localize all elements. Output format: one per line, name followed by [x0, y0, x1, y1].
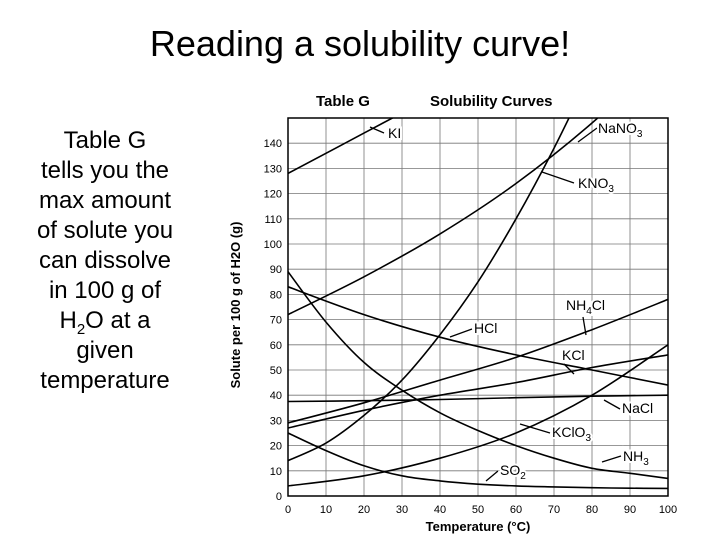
body-line: max amount: [38, 187, 172, 214]
body-line: tells you the: [40, 157, 170, 184]
body-line: can dissolve: [38, 247, 172, 274]
curve-label-ki: KI: [388, 125, 401, 141]
curve-label-nano3: NaNO3: [598, 120, 643, 140]
leader-line-nh4cl: [582, 316, 587, 336]
body-line: in 100 g of: [48, 277, 162, 304]
series-lines: [288, 118, 668, 490]
curve-label-nh3: NH3: [623, 448, 649, 468]
series-line-nacl: [288, 394, 668, 403]
y-tick-label: 130: [264, 163, 282, 175]
series-line-nano3: [288, 118, 599, 316]
curve-label-so2: SO2: [500, 462, 526, 482]
leader-line-hcl: [449, 328, 473, 338]
series-line-nh4cl: [288, 298, 668, 424]
series-line-kno3: [288, 118, 570, 462]
slide-body-text: Table G tells you the max amount of solu…: [14, 126, 196, 396]
x-tick-label: 50: [472, 504, 484, 516]
y-tick-label: 20: [270, 441, 282, 453]
curve-labels: KI NaNO3 KNO3 NH4Cl HCl KCl NaCl KClO3 NH3 SO2: [369, 118, 655, 484]
y-tick-label: 40: [270, 390, 282, 402]
y-tick-label: 140: [264, 138, 282, 150]
y-tick-label: 60: [270, 340, 282, 352]
x-tick-label: 20: [358, 504, 370, 516]
series-line-hcl: [288, 286, 668, 386]
y-tick-label: 120: [264, 189, 282, 201]
y-tick-label: 100: [264, 239, 282, 251]
leader-line-nano3: [577, 127, 598, 143]
body-line: temperature: [40, 367, 170, 394]
x-tick-label: 100: [659, 504, 677, 516]
body-line: of solute you: [36, 217, 174, 244]
series-line-ki: [288, 118, 395, 175]
leader-line-so2: [485, 470, 499, 482]
x-tick-label: 60: [510, 504, 522, 516]
leader-line-nacl: [603, 399, 621, 410]
curve-label-nacl: NaCl: [622, 400, 653, 416]
series-line-nh3: [288, 271, 668, 480]
y-tick-label: 10: [270, 466, 282, 478]
body-line: Table G: [63, 127, 147, 154]
body-line: given: [76, 337, 134, 364]
h2o-sub: 2: [76, 320, 86, 338]
chart-title-main: Solubility Curves: [430, 93, 553, 110]
x-tick-label: 10: [320, 504, 332, 516]
x-tick-label: 90: [624, 504, 636, 516]
slide-title: Reading a solubility curve!: [149, 23, 571, 64]
y-tick-label: 0: [276, 491, 282, 503]
x-axis-label: Temperature (°C): [426, 519, 531, 534]
x-tick-label: 30: [396, 504, 408, 516]
x-tick-label: 0: [285, 504, 291, 516]
series-line-so2: [288, 432, 668, 490]
x-tick-label: 70: [548, 504, 560, 516]
series-line-kclo3: [288, 344, 668, 487]
leader-line-kno3: [541, 171, 575, 184]
leader-line-nh3: [601, 455, 622, 463]
leader-line-kclo3: [519, 423, 551, 434]
curve-label-kcl: KCl: [562, 347, 585, 363]
y-axis-label: Solute per 100 g of H2O (g): [228, 222, 243, 389]
x-tick-label: 80: [586, 504, 598, 516]
y-tick-label: 80: [270, 289, 282, 301]
y-tick-label: 30: [270, 415, 282, 427]
leader-line-ki: [369, 126, 385, 134]
y-tick-label: 50: [270, 365, 282, 377]
body-line: H2O at a: [14, 306, 196, 338]
h2o-h: H: [59, 307, 77, 334]
curve-label-hcl: HCl: [474, 320, 497, 336]
h2o-rest: O at a: [85, 307, 151, 334]
y-tick-label: 90: [270, 264, 282, 276]
chart-title-table: Table G: [316, 93, 370, 110]
x-tick-label: 40: [434, 504, 446, 516]
leader-line-kcl: [563, 363, 575, 375]
curve-label-kclo3: KClO3: [552, 424, 591, 444]
y-tick-label: 110: [264, 214, 282, 226]
tick-labels: 0 10 20 30 40 50 60 70 80 90 100 0 10 20 30 40 50 60 70 80 9…: [264, 138, 678, 516]
plot-frame: [287, 117, 669, 497]
curve-label-kno3: KNO3: [578, 175, 614, 195]
curve-label-nh4cl: NH4Cl: [566, 297, 605, 317]
series-line-kcl: [288, 354, 668, 429]
grid: [287, 118, 669, 497]
y-tick-label: 70: [270, 315, 282, 327]
